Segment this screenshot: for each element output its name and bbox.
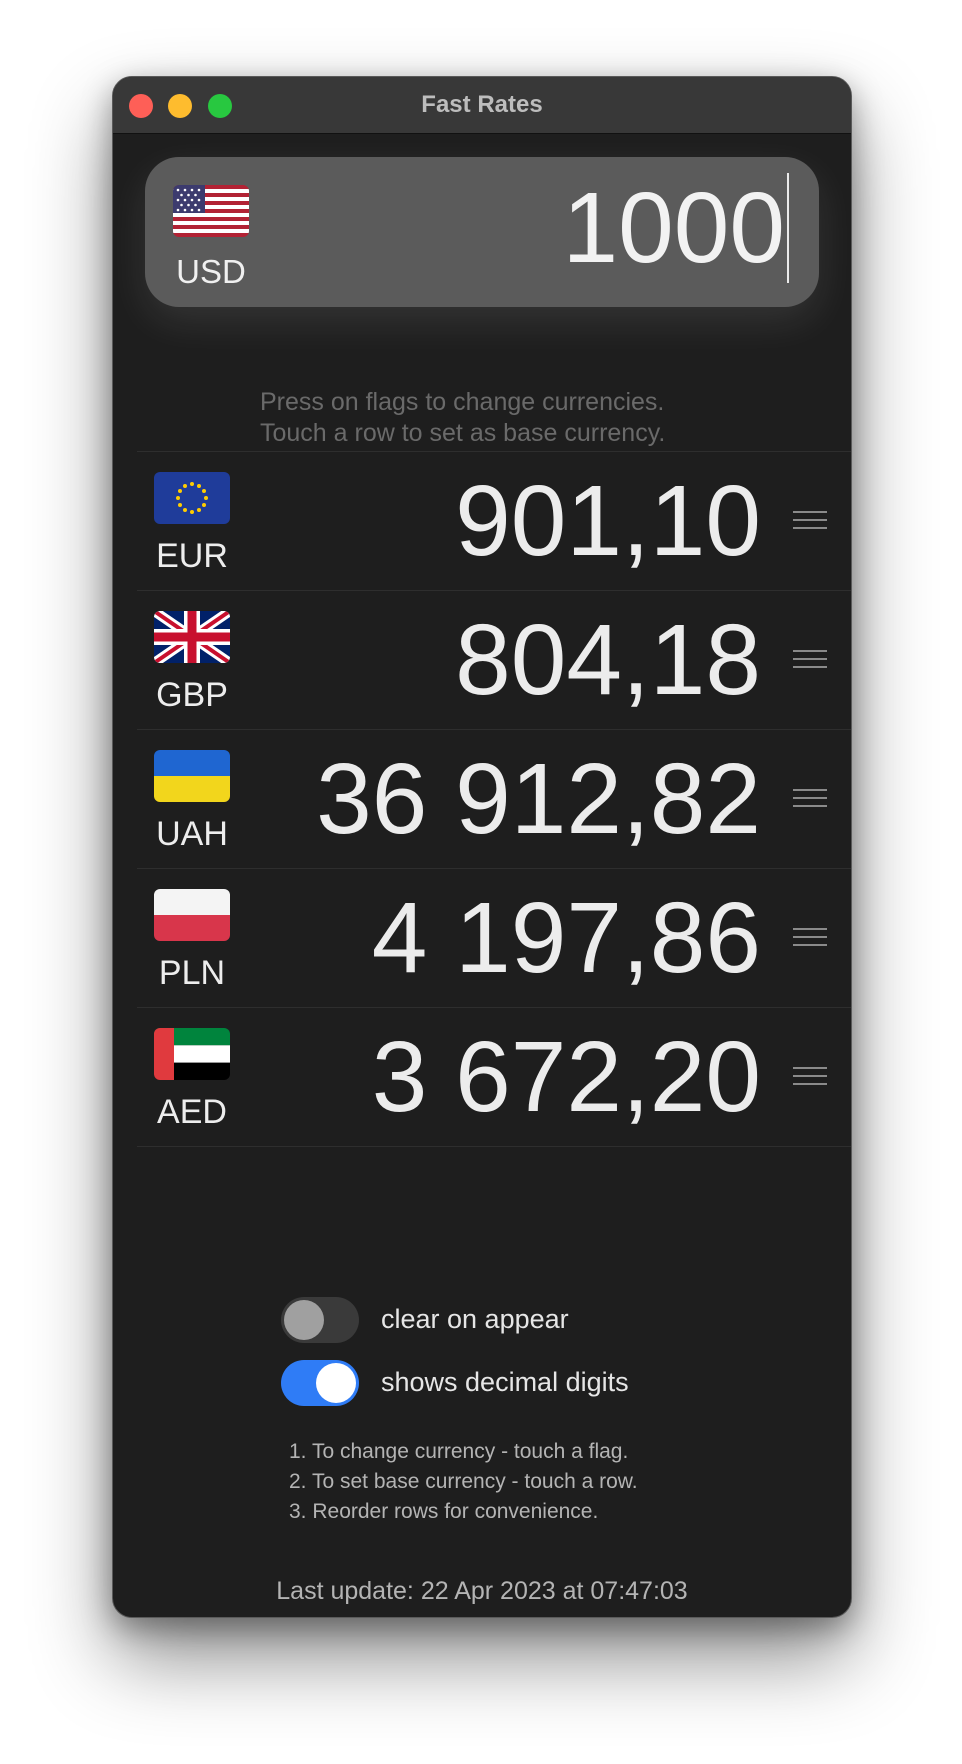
instructions-list: 1. To change currency - touch a flag. 2.… xyxy=(289,1437,638,1527)
gb-flag-icon[interactable] xyxy=(154,611,230,663)
decimal-digits-setting: shows decimal digits xyxy=(281,1360,701,1408)
hint-line: Touch a row to set as base currency. xyxy=(260,419,666,447)
us-flag-icon[interactable] xyxy=(173,185,249,237)
currency-code: PLN xyxy=(158,954,226,992)
ae-flag-icon[interactable] xyxy=(154,1028,230,1080)
rate-row-pln[interactable]: PLN 4 197,86 xyxy=(137,869,851,1008)
toggle-knob xyxy=(316,1363,356,1403)
clear-on-appear-toggle[interactable] xyxy=(281,1297,359,1343)
converted-value: 4 197,86 xyxy=(371,882,761,994)
rate-row-eur[interactable]: EUR 901,10 xyxy=(137,452,851,591)
currency-code: EUR xyxy=(156,537,228,575)
converted-value: 901,10 xyxy=(455,465,761,577)
currency-code: UAH xyxy=(156,815,228,853)
hint-line: Press on flags to change currencies. xyxy=(260,388,665,416)
converted-value: 36 912,82 xyxy=(316,743,761,855)
currency-code: GBP xyxy=(156,676,228,714)
instruction-item: 3. Reorder rows for convenience. xyxy=(289,1500,599,1523)
currency-code: AED xyxy=(157,1093,227,1131)
app-window: Fast Rates USD 1 xyxy=(112,76,852,1618)
minimize-window-button[interactable] xyxy=(168,94,192,118)
clear-on-appear-setting: clear on appear xyxy=(281,1297,701,1345)
close-window-button[interactable] xyxy=(129,94,153,118)
pl-flag-icon[interactable] xyxy=(154,889,230,941)
instruction-item: 2. To set base currency - touch a row. xyxy=(289,1470,638,1493)
rate-row-gbp[interactable]: GBP 804,18 xyxy=(137,591,851,730)
rates-list: EUR 901,10 GBP 804,18 xyxy=(137,451,851,1147)
base-amount-input[interactable]: 1000 xyxy=(563,173,789,283)
shows-decimal-digits-label: shows decimal digits xyxy=(381,1367,629,1397)
converted-value: 3 672,20 xyxy=(371,1021,761,1133)
reorder-handle-icon[interactable] xyxy=(793,1067,827,1087)
ua-flag-icon[interactable] xyxy=(154,750,230,802)
window-title: Fast Rates xyxy=(421,91,543,118)
rate-row-aed[interactable]: AED 3 672,20 xyxy=(137,1008,851,1147)
base-currency-field[interactable]: USD 1000 xyxy=(145,157,819,307)
reorder-handle-icon[interactable] xyxy=(793,650,827,670)
instruction-item: 1. To change currency - touch a flag. xyxy=(289,1440,629,1463)
title-bar[interactable]: Fast Rates xyxy=(113,77,851,134)
rate-row-uah[interactable]: UAH 36 912,82 xyxy=(137,730,851,869)
base-currency-code: USD xyxy=(176,253,246,290)
zoom-window-button[interactable] xyxy=(208,94,232,118)
usage-hint: Press on flags to change currencies. Tou… xyxy=(260,387,665,449)
reorder-handle-icon[interactable] xyxy=(793,511,827,531)
toggle-knob xyxy=(284,1300,324,1340)
reorder-handle-icon[interactable] xyxy=(793,789,827,809)
clear-on-appear-label: clear on appear xyxy=(381,1304,569,1334)
eu-flag-icon[interactable] xyxy=(154,472,230,524)
last-update-text: Last update: 22 Apr 2023 at 07:47:03 xyxy=(276,1577,688,1605)
reorder-handle-icon[interactable] xyxy=(793,928,827,948)
converted-value: 804,18 xyxy=(455,604,761,716)
shows-decimal-digits-toggle[interactable] xyxy=(281,1360,359,1406)
